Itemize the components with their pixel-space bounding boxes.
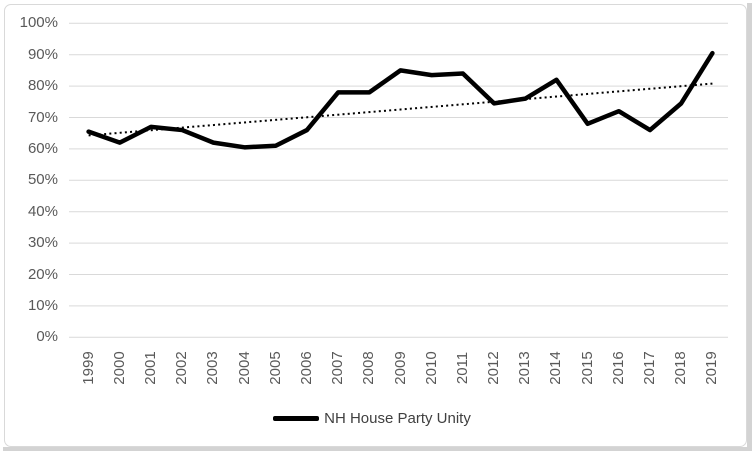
x-axis-tick-label: 2015 <box>578 351 596 385</box>
x-axis-tick-label: 2013 <box>516 351 534 385</box>
y-axis-tick-label: 40% <box>27 202 58 220</box>
y-axis-tick-label: 0% <box>36 328 58 346</box>
x-axis-tick-label: 2018 <box>672 351 690 385</box>
x-axis-tick-label: 2001 <box>141 351 159 385</box>
x-axis-tick-label: 2002 <box>173 351 191 385</box>
x-axis-tick-label: 1999 <box>79 351 97 385</box>
chart-edge-shadow-bottom <box>3 447 752 451</box>
x-axis-tick-label: 2010 <box>422 351 440 385</box>
x-axis-tick-label: 2007 <box>329 351 347 385</box>
y-axis-tick-label: 100% <box>19 14 58 32</box>
series-line-nh-house-party-unity <box>86 50 715 150</box>
y-axis-tick-label: 80% <box>27 77 58 95</box>
chart-edge-shadow-right <box>747 3 752 451</box>
y-axis-tick-label: 20% <box>27 265 58 283</box>
legend-line-swatch <box>273 415 320 421</box>
chart-frame-border <box>4 4 747 447</box>
x-axis-tick-label: 2000 <box>110 351 128 385</box>
x-axis-tick-label: 2006 <box>297 351 315 385</box>
x-axis-tick-label: 2008 <box>360 351 378 385</box>
x-axis-tick-label: 2019 <box>703 351 721 385</box>
x-axis-tick-label: 2014 <box>547 351 565 385</box>
x-axis-tick-label: 2016 <box>609 351 627 385</box>
y-axis-tick-label: 90% <box>27 45 58 63</box>
x-axis-tick-label: 2017 <box>641 351 659 385</box>
y-axis-tick-label: 70% <box>27 108 58 126</box>
x-axis-tick-label: 2011 <box>453 351 471 385</box>
x-axis-tick-label: 2004 <box>235 351 253 385</box>
x-axis-tick-label: 2009 <box>391 351 409 385</box>
x-axis-tick-label: 2012 <box>485 351 503 385</box>
legend: NH House Party Unity <box>0 408 744 428</box>
y-axis-tick-label: 30% <box>27 234 58 252</box>
y-axis-tick-label: 50% <box>27 171 58 189</box>
y-axis-tick-label: 60% <box>27 139 58 157</box>
y-axis-tick-label: 10% <box>27 296 58 314</box>
legend-label: NH House Party Unity <box>324 409 471 427</box>
x-axis-tick-label: 2003 <box>204 351 222 385</box>
x-axis-tick-label: 2005 <box>266 351 284 385</box>
trendline-dotted <box>88 82 713 137</box>
